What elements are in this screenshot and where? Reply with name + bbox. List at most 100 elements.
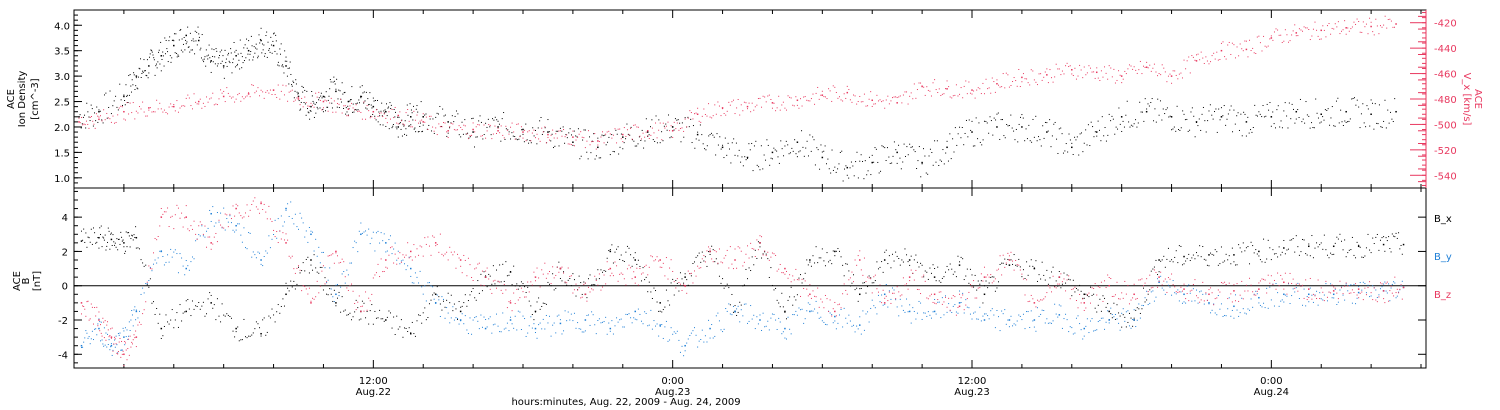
density-sample [512,135,514,137]
by-sample [926,315,928,317]
bx-sample [118,238,120,240]
by-sample [1269,286,1271,288]
by-sample [268,235,270,237]
vx-sample [497,127,499,129]
bx-sample [383,320,385,322]
by-sample [1058,304,1060,306]
vx-sample [561,135,563,137]
by-sample [669,339,671,341]
density-sample [1205,131,1207,133]
density-sample [451,115,453,117]
bz-sample [265,211,267,213]
by-sample [1334,288,1336,290]
bz-sample [996,269,998,271]
density-sample [722,144,724,146]
bz-sample [329,255,331,257]
by-sample [577,322,579,324]
bx-sample [1026,261,1028,263]
bz-sample [226,214,228,216]
bx-sample [355,299,357,301]
bz-sample [789,274,791,276]
by-sample [960,302,962,304]
bx-sample [259,327,261,329]
bx-sample [902,261,904,263]
bz-sample [301,290,303,292]
bx-sample [896,255,898,257]
bx-sample [1203,258,1205,260]
by-sample [1024,328,1026,330]
vx-sample [556,137,558,139]
by-sample [525,335,527,337]
vx-point [1395,23,1397,25]
bx-sample [1355,257,1357,259]
bx-sample [851,282,853,284]
vx-sample [1146,61,1148,63]
density-sample [128,75,130,77]
vx-sample [534,137,536,139]
bz-sample [980,273,982,275]
density-sample [784,145,786,147]
density-sample [1119,123,1121,125]
vx-sample [949,96,951,98]
bz-sample [948,297,950,299]
vx-sample [589,144,591,146]
bx-sample [232,330,234,332]
bz-sample [1005,262,1007,264]
bz-point [1133,293,1135,296]
bx-sample [99,227,101,229]
density-sample [519,135,521,137]
vx-sample [293,100,295,102]
vx-sample [959,93,961,95]
bx-sample [1102,295,1104,297]
by-sample [1241,297,1243,299]
bz-sample [670,259,672,261]
density-sample [198,33,200,35]
density-sample [394,116,396,118]
density-sample [1276,109,1278,111]
vx-sample [818,98,820,100]
bx-sample [1233,261,1235,263]
vx-sample [580,131,582,133]
bx-sample [608,250,610,252]
bx-sample [578,275,580,277]
by-sample [545,314,547,316]
density-sample [390,108,392,110]
density-sample [1031,141,1033,143]
vx-point [572,136,574,138]
density-sample [1125,114,1127,116]
bz-sample [120,356,122,358]
density-sample [1220,107,1222,109]
density-sample [699,124,701,126]
bx-sample [863,282,865,284]
bx-sample [759,246,761,248]
density-point [235,55,237,57]
bx-sample [943,276,945,278]
bx-point [1308,245,1310,248]
bx-sample [1157,274,1159,276]
by-sample [477,320,479,322]
bx-sample [1291,239,1293,241]
density-sample [953,151,955,153]
bx-sample [184,311,186,313]
bz-point [1258,288,1260,290]
density-sample [384,109,386,111]
density-sample [720,148,722,150]
bz-sample [188,230,190,232]
bx-sample [133,234,135,236]
vx-sample [718,105,720,107]
bx-sample [1396,237,1398,239]
density-sample [1269,102,1271,104]
bz-sample [625,284,627,286]
bz-sample [586,300,588,302]
by-sample [100,340,102,342]
by-sample [583,331,585,333]
bz-sample [282,232,284,234]
vx-sample [1362,21,1364,23]
density-sample [616,133,618,135]
vx-sample [279,98,281,100]
by-sample [1278,305,1280,307]
bx-sample [1388,236,1390,238]
vx-sample [1072,74,1074,76]
vx-sample [374,117,376,119]
bx-sample [396,315,398,317]
